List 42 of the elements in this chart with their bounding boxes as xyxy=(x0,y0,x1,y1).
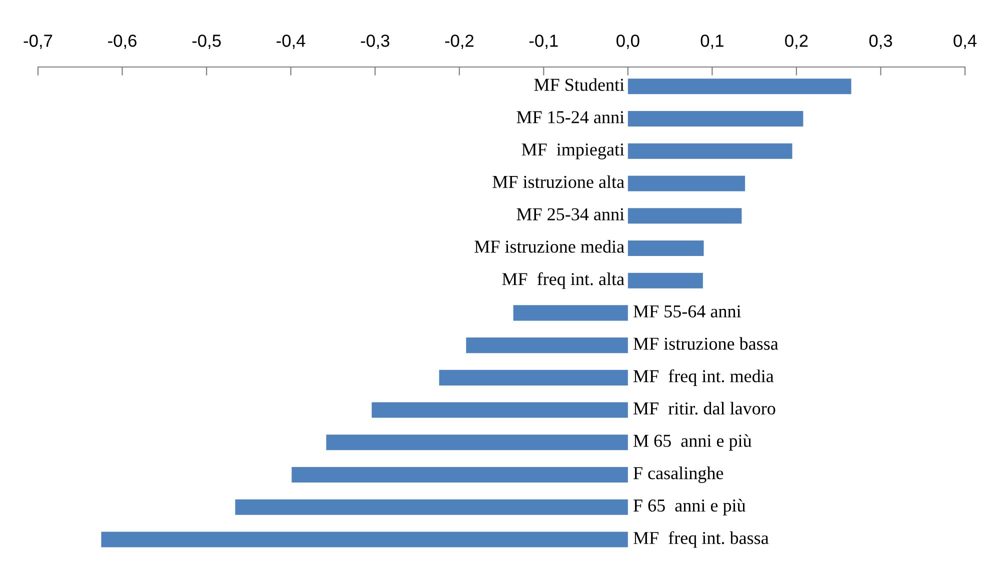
y-tick-label: MF 15-24 anni xyxy=(516,111,624,124)
x-tick-label: -0,2 xyxy=(445,34,474,49)
x-tick-label: -0,5 xyxy=(192,34,221,49)
bar xyxy=(101,532,628,548)
y-tick-label: MF Studenti xyxy=(534,78,624,91)
bar xyxy=(628,240,704,256)
bar xyxy=(439,370,628,386)
y-tick-label: F 65 anni e più xyxy=(633,498,746,516)
bar xyxy=(628,176,746,192)
x-tick-label: 0,0 xyxy=(616,34,640,49)
y-tick-label: MF 55-64 anni xyxy=(633,305,741,318)
x-tick-label: -0,4 xyxy=(276,34,306,49)
bar xyxy=(235,499,628,515)
y-tick-label: MF impiegati xyxy=(522,143,624,160)
bar xyxy=(372,402,628,418)
y-tick-label: MF freq int. alta xyxy=(502,272,624,289)
bar xyxy=(513,305,628,321)
y-tick-label: MF istruzione media xyxy=(474,240,624,253)
bar xyxy=(466,338,628,354)
bar xyxy=(628,78,852,94)
bar xyxy=(628,143,792,159)
x-tick-label: -0,1 xyxy=(529,34,558,49)
y-tick-label: M 65 anni e più xyxy=(633,434,752,451)
x-tick-label: -0,6 xyxy=(108,34,136,49)
x-tick-label: 0,3 xyxy=(869,34,892,49)
y-tick-label: MF 25-34 anni xyxy=(516,208,624,220)
y-tick-label: F casalinghe xyxy=(633,466,724,483)
y-tick-label: MF ritir. dal lavoro xyxy=(633,402,776,415)
x-tick-label: 0,1 xyxy=(700,34,724,49)
bar xyxy=(326,434,628,450)
bar xyxy=(628,208,742,224)
bar xyxy=(292,466,628,483)
y-tick-label: MF istruzione alta xyxy=(492,175,624,188)
x-tick-label: 0,4 xyxy=(954,34,977,49)
y-tick-label: MF freq int. bassa xyxy=(633,531,769,548)
x-tick-label: -0,7 xyxy=(24,34,52,49)
bar xyxy=(628,111,804,127)
x-tick-label: -0,3 xyxy=(360,34,390,49)
bar xyxy=(628,272,703,288)
x-tick-label: 0,2 xyxy=(785,34,808,49)
y-tick-label: MF freq int. media xyxy=(633,369,774,386)
y-tick-label: MF istruzione bassa xyxy=(633,337,778,350)
